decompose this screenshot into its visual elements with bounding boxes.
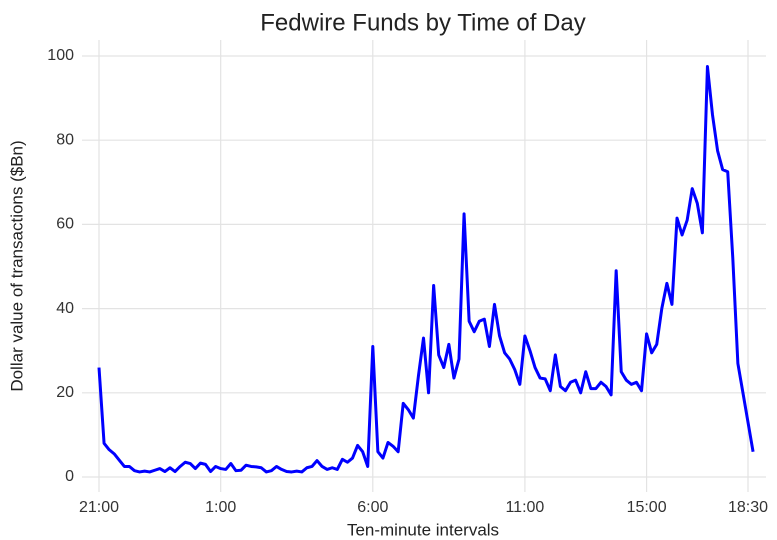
x-tick-label: 15:00	[627, 499, 667, 516]
y-tick-label: 0	[65, 468, 74, 485]
y-tick-label: 40	[56, 300, 74, 317]
chart-title: Fedwire Funds by Time of Day	[260, 9, 585, 36]
y-tick-label: 100	[47, 47, 74, 64]
x-tick-label: 18:30	[728, 499, 768, 516]
x-tick-label: 1:00	[205, 499, 236, 516]
y-tick-label: 60	[56, 216, 74, 233]
x-axis-label: Ten-minute intervals	[347, 520, 499, 539]
x-tick-label: 11:00	[505, 499, 544, 516]
y-tick-label: 80	[56, 131, 74, 148]
y-tick-label: 20	[56, 384, 74, 401]
x-tick-label: 6:00	[357, 499, 388, 516]
y-axis-label: Dollar value of transactions ($Bn)	[7, 140, 26, 391]
series-line	[97, 65, 755, 474]
x-tick-label: 21:00	[79, 499, 119, 516]
